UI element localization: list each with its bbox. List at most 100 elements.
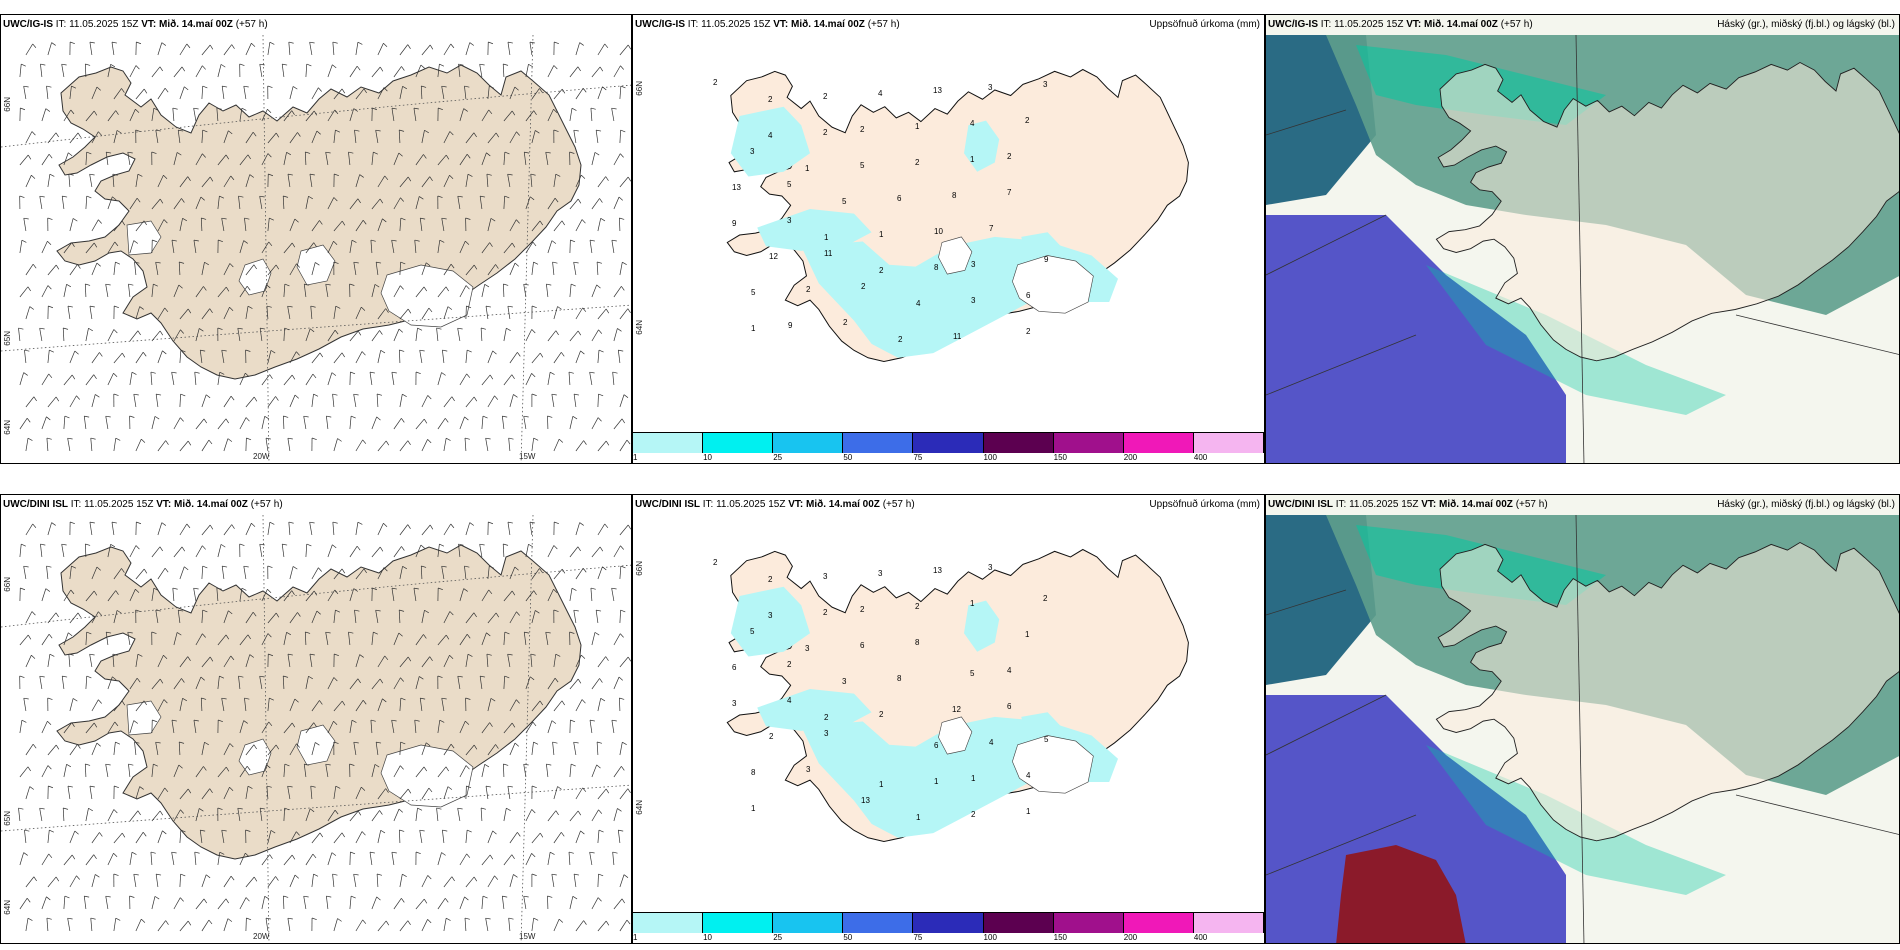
precip-value: 2 bbox=[879, 266, 884, 275]
cloud-cover-map bbox=[1266, 15, 1899, 463]
cloud-title: Háský (gr.), miðský (fj.bl.) og lágský (… bbox=[1717, 19, 1895, 30]
lat-label-66n: 66N bbox=[3, 97, 12, 112]
precip-value: 1 bbox=[934, 777, 939, 786]
colorbar-tick-label: 200 bbox=[1123, 453, 1138, 462]
precip-value: 2 bbox=[768, 575, 773, 584]
wind-map-panel-ig-is: UWC/IG-IS IT: 11.05.2025 15Z VT: Mið. 14… bbox=[0, 14, 632, 464]
precip-value: 2 bbox=[860, 125, 865, 134]
precip-colorbar-ticks: 1 10 25 50 75 100 150 200 400 bbox=[633, 453, 1264, 463]
precip-value: 2 bbox=[1007, 152, 1012, 161]
colorbar-tick-label: 150 bbox=[1053, 453, 1068, 462]
colorbar-swatch bbox=[1123, 433, 1194, 453]
colorbar-swatch bbox=[633, 913, 704, 933]
lat-label-64n: 64N bbox=[635, 800, 644, 815]
lat-label-64n: 64N bbox=[3, 420, 12, 435]
precip-value: 2 bbox=[769, 732, 774, 741]
precip-value: 2 bbox=[860, 605, 865, 614]
colorbar-tick-label: 100 bbox=[983, 933, 997, 942]
precip-value: 9 bbox=[788, 321, 793, 330]
colorbar-tick-label: 50 bbox=[843, 933, 853, 942]
panel-header: UWC/IG-IS IT: 11.05.2025 15Z VT: Mið. 14… bbox=[1268, 19, 1533, 30]
precip-value: 2 bbox=[971, 810, 976, 819]
cloud-map-panel-ig-is: UWC/IG-IS IT: 11.05.2025 15Z VT: Mið. 14… bbox=[1265, 14, 1900, 464]
precip-value: 1 bbox=[879, 230, 884, 239]
colorbar-tick-label: 200 bbox=[1123, 933, 1138, 942]
precip-value: 1 bbox=[1026, 807, 1031, 816]
precip-value: 1 bbox=[824, 233, 829, 242]
precip-value: 5 bbox=[787, 180, 792, 189]
precip-value: 5 bbox=[970, 669, 975, 678]
precip-value: 2 bbox=[787, 660, 792, 669]
wind-barb-map bbox=[1, 34, 631, 463]
panel-header: UWC/DINI ISL IT: 11.05.2025 15Z VT: Mið.… bbox=[3, 499, 283, 510]
precip-value: 3 bbox=[750, 147, 755, 156]
precip-value: 10 bbox=[934, 227, 943, 236]
precip-value: 3 bbox=[732, 699, 737, 708]
precip-value: 4 bbox=[878, 89, 883, 98]
precip-value: 3 bbox=[1043, 80, 1048, 89]
precip-value: 3 bbox=[823, 572, 828, 581]
precip-value: 4 bbox=[787, 696, 792, 705]
precip-value: 2 bbox=[823, 608, 828, 617]
precip-value: 1 bbox=[879, 780, 884, 789]
precip-value: 3 bbox=[768, 611, 773, 620]
colorbar-swatch bbox=[1193, 913, 1264, 933]
precip-title: Uppsöfnuð úrkoma (mm) bbox=[1149, 499, 1260, 510]
colorbar-tick-label: 1 bbox=[633, 933, 638, 942]
colorbar-swatch bbox=[703, 913, 774, 933]
colorbar-swatch bbox=[843, 433, 914, 453]
precip-value: 5 bbox=[750, 627, 755, 636]
precip-value: 1 bbox=[805, 164, 810, 173]
precip-value: 5 bbox=[860, 161, 865, 170]
colorbar-tick-label: 75 bbox=[913, 933, 923, 942]
precip-value: 6 bbox=[1007, 702, 1012, 711]
lon-label-20w: 20W bbox=[253, 932, 270, 941]
precip-value: 3 bbox=[971, 296, 976, 305]
precip-value: 2 bbox=[768, 95, 773, 104]
precip-value: 9 bbox=[1044, 255, 1049, 264]
precip-value: 4 bbox=[989, 738, 994, 747]
lon-label-15w: 15W bbox=[519, 452, 536, 461]
colorbar-swatch bbox=[913, 913, 984, 933]
lat-label-64n: 64N bbox=[635, 320, 644, 335]
lat-label-66n: 66N bbox=[635, 81, 644, 96]
precip-value: 6 bbox=[1026, 291, 1031, 300]
precip-value: 13 bbox=[732, 183, 741, 192]
precip-value: 8 bbox=[751, 768, 756, 777]
wind-barb-map bbox=[1, 514, 631, 943]
precip-value: 3 bbox=[805, 644, 810, 653]
precip-colorbar bbox=[633, 432, 1264, 453]
precip-value: 6 bbox=[732, 663, 737, 672]
colorbar-tick-label: 10 bbox=[703, 453, 713, 462]
precip-value: 2 bbox=[915, 158, 920, 167]
precip-value: 4 bbox=[970, 119, 975, 128]
panel-header: UWC/IG-IS IT: 11.05.2025 15Z VT: Mið. 14… bbox=[3, 19, 268, 30]
wind-map-panel-dini-isl: UWC/DINI ISL IT: 11.05.2025 15Z VT: Mið.… bbox=[0, 494, 632, 944]
precip-value: 11 bbox=[953, 332, 962, 341]
precip-value: 2 bbox=[824, 713, 829, 722]
precip-value: 5 bbox=[1044, 735, 1049, 744]
lat-label-66n: 66N bbox=[635, 561, 644, 576]
colorbar-swatch bbox=[1053, 913, 1124, 933]
colorbar-tick-label: 400 bbox=[1193, 933, 1208, 942]
precip-value: 1 bbox=[915, 122, 920, 131]
precip-value: 8 bbox=[897, 674, 902, 683]
precip-map-panel-ig-is: UWC/IG-IS IT: 11.05.2025 15Z VT: Mið. 14… bbox=[632, 14, 1265, 464]
lat-label-66n: 66N bbox=[3, 577, 12, 592]
precip-value: 2 bbox=[843, 318, 848, 327]
precip-value: 2 bbox=[713, 78, 718, 87]
precip-value: 13 bbox=[933, 566, 942, 575]
precip-value: 3 bbox=[806, 765, 811, 774]
precip-value: 3 bbox=[787, 216, 792, 225]
precip-value: 3 bbox=[878, 569, 883, 578]
cloud-title: Háský (gr.), miðský (fj.bl.) og lágský (… bbox=[1717, 499, 1895, 510]
precip-value: 7 bbox=[1007, 188, 1012, 197]
precip-value: 4 bbox=[1007, 666, 1012, 675]
colorbar-tick-label: 1 bbox=[633, 453, 638, 462]
precip-colorbar bbox=[633, 912, 1264, 933]
panel-header: UWC/DINI ISL IT: 11.05.2025 15Z VT: Mið.… bbox=[635, 499, 915, 510]
colorbar-swatch bbox=[983, 913, 1054, 933]
precip-value: 3 bbox=[842, 677, 847, 686]
